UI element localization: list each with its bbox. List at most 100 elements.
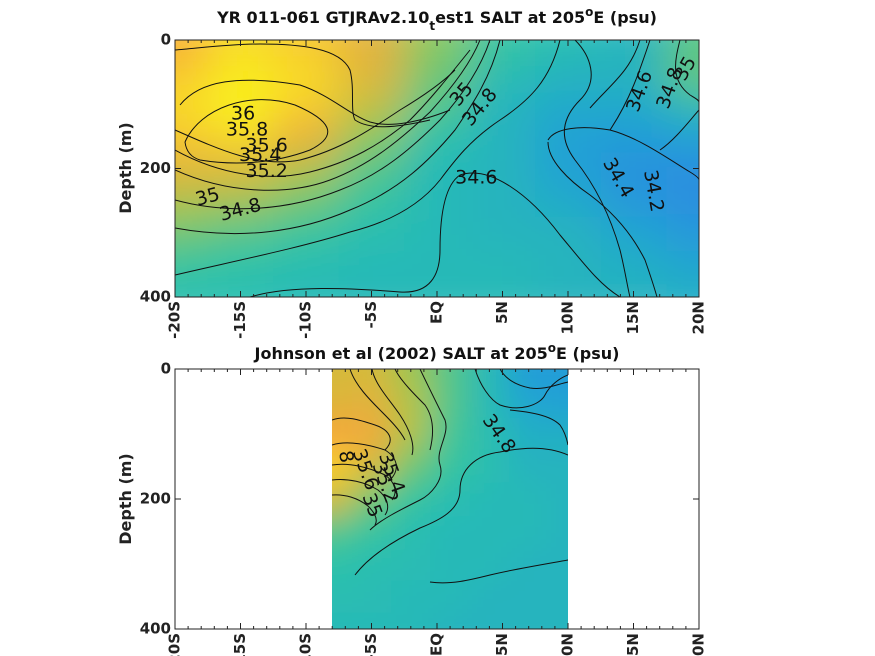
top-heatmap-cell xyxy=(175,248,209,282)
bottom-heatmap-cell xyxy=(351,450,392,484)
top-panel: YR 011-061 GTJRAv2.10test1 SALT at 205oE… xyxy=(116,5,708,339)
bottom-heatmap-cell xyxy=(509,450,549,484)
top-x-tick-label: -10S xyxy=(297,301,315,339)
bottom-heatmap-cell xyxy=(548,450,568,484)
top-heatmap-cell xyxy=(535,184,602,218)
bottom-x-tick-label: EQ xyxy=(428,633,446,656)
top-heatmap-cell xyxy=(666,152,699,186)
bottom-panel-title: Johnson et al (2002) SALT at 205oE (psu) xyxy=(254,341,620,363)
bottom-heatmap-cell xyxy=(332,369,353,386)
bottom-heatmap-cell xyxy=(430,612,471,629)
top-heatmap-cell xyxy=(666,280,699,297)
top-heatmap-cell xyxy=(175,56,209,89)
top-heatmap-cell xyxy=(469,184,536,218)
top-x-tick-label: -5S xyxy=(362,301,380,328)
top-x-tick-label: 10N xyxy=(559,301,577,334)
top-heatmap-cell xyxy=(600,56,667,89)
bottom-heatmap-cell xyxy=(548,417,568,451)
bottom-y-tick-label: 400 xyxy=(140,620,171,638)
bottom-heatmap-cell xyxy=(430,580,471,614)
bottom-heatmap-cell xyxy=(509,369,549,386)
top-heatmap-cell xyxy=(666,56,699,89)
bottom-x-tick-label: -20S xyxy=(166,633,184,656)
bottom-heatmap-cell xyxy=(430,547,471,581)
bottom-heatmap-cell xyxy=(509,612,549,629)
bottom-heatmap-cell xyxy=(391,417,431,451)
bottom-x-tick-label: 15N xyxy=(624,633,642,656)
top-x-tick-label: -20S xyxy=(166,301,184,339)
bottom-heatmap-cell xyxy=(469,417,510,451)
top-contour-label: 35.4 xyxy=(239,144,281,166)
top-axes: -20S -15S -10S -5S EQ 5N 10N 15N 20N 0 200 400 xyxy=(140,31,708,339)
top-heatmap-cell xyxy=(207,88,274,121)
top-y-tick-label: 0 xyxy=(161,31,171,49)
top-panel-title: YR 011-061 GTJRAv2.10test1 SALT at 205oE… xyxy=(216,5,657,33)
bottom-heatmap-cell xyxy=(548,369,568,386)
top-heatmap-cell xyxy=(273,248,340,282)
bottom-heatmap-cell xyxy=(391,482,431,516)
top-heatmap-cell xyxy=(338,280,405,297)
bottom-axes: -20S -15S -10S -5S EQ 5N 10N 15N 20N 0 200 400 xyxy=(140,360,708,656)
bottom-heatmap-cell xyxy=(332,450,353,484)
bottom-heatmap-cell xyxy=(332,385,353,419)
bottom-x-tick-label: 20N xyxy=(690,633,708,656)
bottom-heatmap-cell xyxy=(469,580,510,614)
bottom-heatmap-cell xyxy=(469,612,510,629)
bottom-heatmap-cell xyxy=(332,482,353,516)
bottom-contour-label: 8 xyxy=(334,449,358,465)
top-contour-lines xyxy=(175,40,699,297)
bottom-heatmap-cell xyxy=(332,417,353,451)
top-heatmap-cell xyxy=(535,248,602,282)
top-heatmap-cell xyxy=(469,120,536,153)
bottom-heatmap-cell xyxy=(430,385,471,419)
top-heatmap-cell xyxy=(469,280,536,297)
top-heatmap-cell xyxy=(404,280,471,297)
bottom-heatmap-cell xyxy=(391,450,431,484)
bottom-heatmap-cell xyxy=(469,385,510,419)
top-heatmap-cell xyxy=(666,248,699,282)
top-heatmap-cell xyxy=(469,40,536,57)
top-heatmap-cell xyxy=(666,184,699,218)
top-heatmap-cell xyxy=(338,120,405,153)
top-heatmap-cell xyxy=(600,184,667,218)
top-heatmap-cell xyxy=(273,56,340,89)
bottom-heatmap-cell xyxy=(430,482,471,516)
top-x-tick-label: EQ xyxy=(428,301,446,324)
bottom-x-tick-label: -10S xyxy=(297,633,315,656)
bottom-heatmap-cell xyxy=(391,612,431,629)
top-heatmap-cell xyxy=(207,280,274,297)
top-contour-label: 36 xyxy=(231,102,255,124)
bottom-heatmap-cell xyxy=(548,580,568,614)
top-heatmap-cell xyxy=(404,120,471,153)
top-heatmap-cell xyxy=(600,248,667,282)
top-heatmap-cell xyxy=(600,152,667,186)
top-y-tick-label: 200 xyxy=(140,159,171,177)
top-heatmap-cell xyxy=(404,152,471,186)
bottom-heatmap-cell xyxy=(332,612,353,629)
bottom-heatmap-cell xyxy=(391,580,431,614)
top-heatmap-cell xyxy=(175,40,209,57)
bottom-heatmap-cell xyxy=(351,369,392,386)
bottom-heatmap-cell xyxy=(332,547,353,581)
top-heatmap-cell xyxy=(600,280,667,297)
bottom-y-axis-label: Depth (m) xyxy=(116,453,135,545)
top-heatmap-cell xyxy=(600,120,667,153)
bottom-heatmap-cell xyxy=(548,515,568,549)
top-heatmap-cell xyxy=(600,216,667,250)
top-heatmap-cell xyxy=(338,216,405,250)
top-heatmap-cell xyxy=(175,280,209,297)
top-heatmap-cell xyxy=(404,40,471,57)
top-heatmap-cell xyxy=(404,56,471,89)
top-heatmap-cell xyxy=(404,216,471,250)
bottom-heatmap-cell xyxy=(469,450,510,484)
top-heatmap-cell xyxy=(175,216,209,250)
top-heatmap-cell xyxy=(535,152,602,186)
bottom-heatmap-cell xyxy=(351,580,392,614)
top-x-tick-label: -15S xyxy=(231,301,249,339)
bottom-y-tick-label: 200 xyxy=(140,490,171,508)
top-heatmap-cell xyxy=(175,184,209,218)
bottom-heatmap-cell xyxy=(430,417,471,451)
top-heatmap-cell xyxy=(535,120,602,153)
top-heatmap-cell xyxy=(273,120,340,153)
